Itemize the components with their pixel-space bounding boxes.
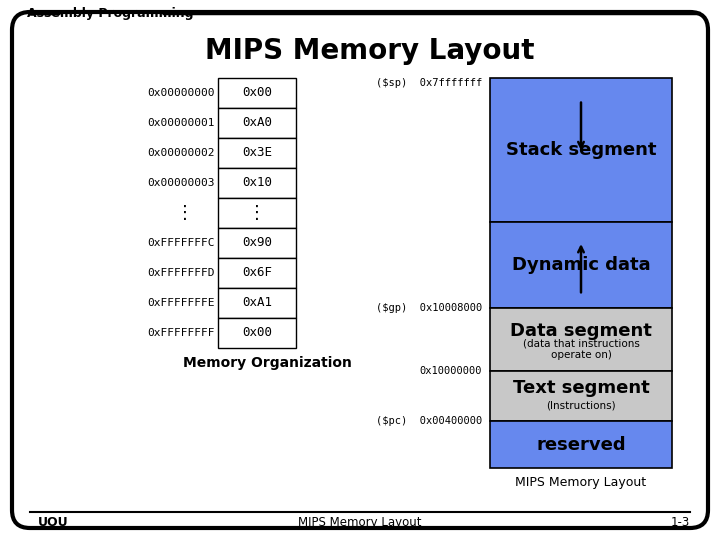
Text: 1-3: 1-3 [671, 516, 690, 529]
Text: 0x00000002: 0x00000002 [148, 148, 215, 158]
Text: UOU: UOU [38, 516, 68, 529]
FancyBboxPatch shape [12, 12, 708, 528]
Text: 0xFFFFFFFC: 0xFFFFFFFC [148, 238, 215, 248]
Text: 0x3E: 0x3E [242, 146, 272, 159]
Text: 0x00000001: 0x00000001 [148, 118, 215, 128]
Text: 0x10000000: 0x10000000 [420, 366, 482, 375]
Bar [218, 318, 296, 348]
Text: Stack segment: Stack segment [505, 141, 656, 159]
Bar [218, 78, 296, 108]
Bar [218, 258, 296, 288]
Text: 0x00000000: 0x00000000 [148, 88, 215, 98]
Text: MIPS Memory Layout: MIPS Memory Layout [516, 476, 647, 489]
Text: 0xA1: 0xA1 [242, 296, 272, 309]
Text: ⋮: ⋮ [248, 204, 266, 222]
Bar [218, 168, 296, 198]
Bar [490, 222, 672, 308]
Text: reserved: reserved [536, 436, 626, 454]
Bar [218, 138, 296, 168]
Text: Data segment: Data segment [510, 322, 652, 340]
Text: ⋮: ⋮ [176, 204, 194, 222]
Bar [218, 108, 296, 138]
Text: 0xFFFFFFFF: 0xFFFFFFFF [148, 328, 215, 338]
Text: 0x90: 0x90 [242, 237, 272, 249]
Text: ($pc)  0x00400000: ($pc) 0x00400000 [376, 416, 482, 426]
Text: 0xFFFFFFFE: 0xFFFFFFFE [148, 298, 215, 308]
Text: Memory Organization: Memory Organization [183, 356, 351, 370]
Bar [490, 370, 672, 421]
Text: Dynamic data: Dynamic data [512, 256, 650, 274]
Text: 0x6F: 0x6F [242, 267, 272, 280]
Text: (data that instructions
operate on): (data that instructions operate on) [523, 339, 639, 360]
Text: 0x10: 0x10 [242, 177, 272, 190]
Text: MIPS Memory Layout: MIPS Memory Layout [205, 37, 535, 65]
Bar [490, 421, 672, 468]
Text: Assembly Programming: Assembly Programming [27, 8, 193, 21]
Bar [218, 228, 296, 258]
Text: (Instructions): (Instructions) [546, 401, 616, 411]
Text: ($gp)  0x10008000: ($gp) 0x10008000 [376, 303, 482, 313]
Bar [490, 308, 672, 370]
Text: 0x00000003: 0x00000003 [148, 178, 215, 188]
Text: 0xA0: 0xA0 [242, 117, 272, 130]
Text: 0x00: 0x00 [242, 327, 272, 340]
Bar [490, 78, 672, 222]
Text: Text segment: Text segment [513, 379, 649, 397]
Text: MIPS Memory Layout: MIPS Memory Layout [298, 516, 422, 529]
Bar [218, 198, 296, 228]
Bar [218, 288, 296, 318]
Text: 0xFFFFFFFD: 0xFFFFFFFD [148, 268, 215, 278]
Text: 0x00: 0x00 [242, 86, 272, 99]
Text: ($sp)  0x7fffffff: ($sp) 0x7fffffff [376, 78, 482, 88]
